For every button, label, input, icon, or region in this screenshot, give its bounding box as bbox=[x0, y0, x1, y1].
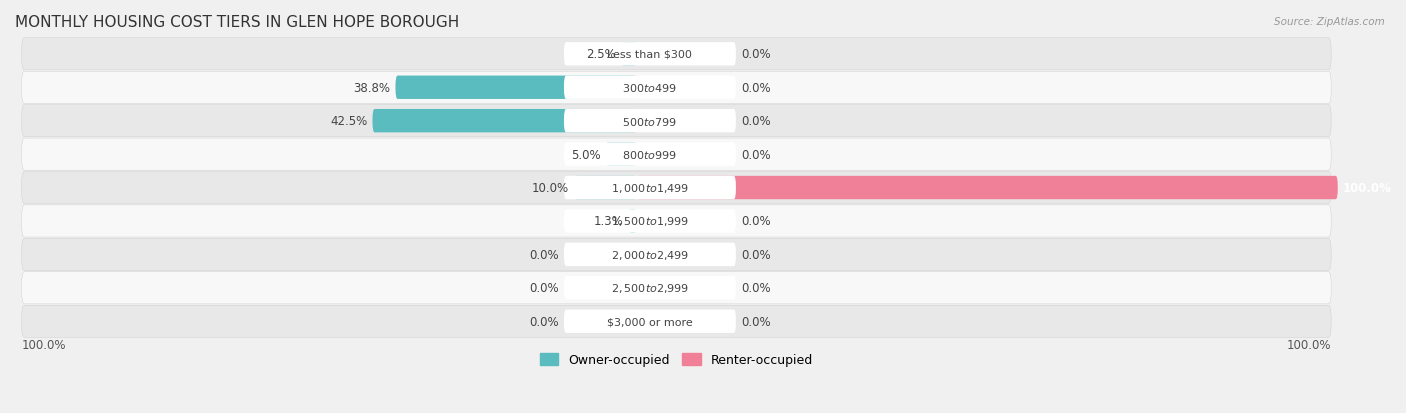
FancyBboxPatch shape bbox=[564, 76, 735, 100]
FancyBboxPatch shape bbox=[21, 72, 1331, 104]
FancyBboxPatch shape bbox=[21, 105, 1331, 138]
Text: 0.0%: 0.0% bbox=[529, 282, 558, 294]
Text: 2.5%: 2.5% bbox=[586, 48, 616, 61]
Text: 0.0%: 0.0% bbox=[741, 215, 770, 228]
FancyBboxPatch shape bbox=[564, 276, 735, 300]
Text: 0.0%: 0.0% bbox=[741, 248, 770, 261]
Text: 0.0%: 0.0% bbox=[529, 248, 558, 261]
FancyBboxPatch shape bbox=[21, 39, 1331, 71]
Text: $1,000 to $1,499: $1,000 to $1,499 bbox=[610, 182, 689, 195]
FancyBboxPatch shape bbox=[564, 310, 735, 333]
FancyBboxPatch shape bbox=[564, 210, 735, 233]
FancyBboxPatch shape bbox=[564, 43, 735, 66]
Text: 0.0%: 0.0% bbox=[741, 315, 770, 328]
FancyBboxPatch shape bbox=[564, 176, 735, 200]
Text: 100.0%: 100.0% bbox=[1286, 338, 1331, 351]
Text: $3,000 or more: $3,000 or more bbox=[607, 316, 693, 326]
Text: $300 to $499: $300 to $499 bbox=[623, 82, 678, 94]
FancyBboxPatch shape bbox=[564, 243, 735, 266]
FancyBboxPatch shape bbox=[373, 110, 637, 133]
Text: Less than $300: Less than $300 bbox=[607, 50, 692, 60]
FancyBboxPatch shape bbox=[575, 176, 637, 200]
FancyBboxPatch shape bbox=[21, 239, 1331, 271]
Text: 100.0%: 100.0% bbox=[21, 338, 66, 351]
FancyBboxPatch shape bbox=[21, 205, 1331, 237]
FancyBboxPatch shape bbox=[21, 306, 1331, 337]
Text: 10.0%: 10.0% bbox=[531, 182, 569, 195]
Text: $1,500 to $1,999: $1,500 to $1,999 bbox=[610, 215, 689, 228]
Text: $2,500 to $2,999: $2,500 to $2,999 bbox=[610, 282, 689, 294]
FancyBboxPatch shape bbox=[564, 110, 735, 133]
Legend: Owner-occupied, Renter-occupied: Owner-occupied, Renter-occupied bbox=[534, 348, 818, 371]
Text: 0.0%: 0.0% bbox=[529, 315, 558, 328]
Text: 5.0%: 5.0% bbox=[571, 148, 600, 161]
Text: 0.0%: 0.0% bbox=[741, 282, 770, 294]
FancyBboxPatch shape bbox=[621, 43, 637, 66]
Text: 0.0%: 0.0% bbox=[741, 148, 770, 161]
Text: 0.0%: 0.0% bbox=[741, 115, 770, 128]
Text: $2,000 to $2,499: $2,000 to $2,499 bbox=[610, 248, 689, 261]
FancyBboxPatch shape bbox=[564, 143, 735, 166]
FancyBboxPatch shape bbox=[395, 76, 637, 100]
FancyBboxPatch shape bbox=[21, 272, 1331, 304]
Text: $500 to $799: $500 to $799 bbox=[623, 115, 678, 127]
FancyBboxPatch shape bbox=[21, 172, 1331, 204]
Text: 0.0%: 0.0% bbox=[741, 81, 770, 95]
Text: Source: ZipAtlas.com: Source: ZipAtlas.com bbox=[1274, 17, 1385, 26]
Text: 100.0%: 100.0% bbox=[1343, 182, 1392, 195]
Text: 38.8%: 38.8% bbox=[353, 81, 391, 95]
Text: 1.3%: 1.3% bbox=[593, 215, 623, 228]
Text: $800 to $999: $800 to $999 bbox=[623, 149, 678, 161]
FancyBboxPatch shape bbox=[628, 210, 637, 233]
Text: 42.5%: 42.5% bbox=[330, 115, 367, 128]
FancyBboxPatch shape bbox=[21, 139, 1331, 171]
FancyBboxPatch shape bbox=[637, 176, 1337, 200]
Text: 0.0%: 0.0% bbox=[741, 48, 770, 61]
Text: MONTHLY HOUSING COST TIERS IN GLEN HOPE BOROUGH: MONTHLY HOUSING COST TIERS IN GLEN HOPE … bbox=[15, 15, 460, 30]
FancyBboxPatch shape bbox=[606, 143, 637, 166]
